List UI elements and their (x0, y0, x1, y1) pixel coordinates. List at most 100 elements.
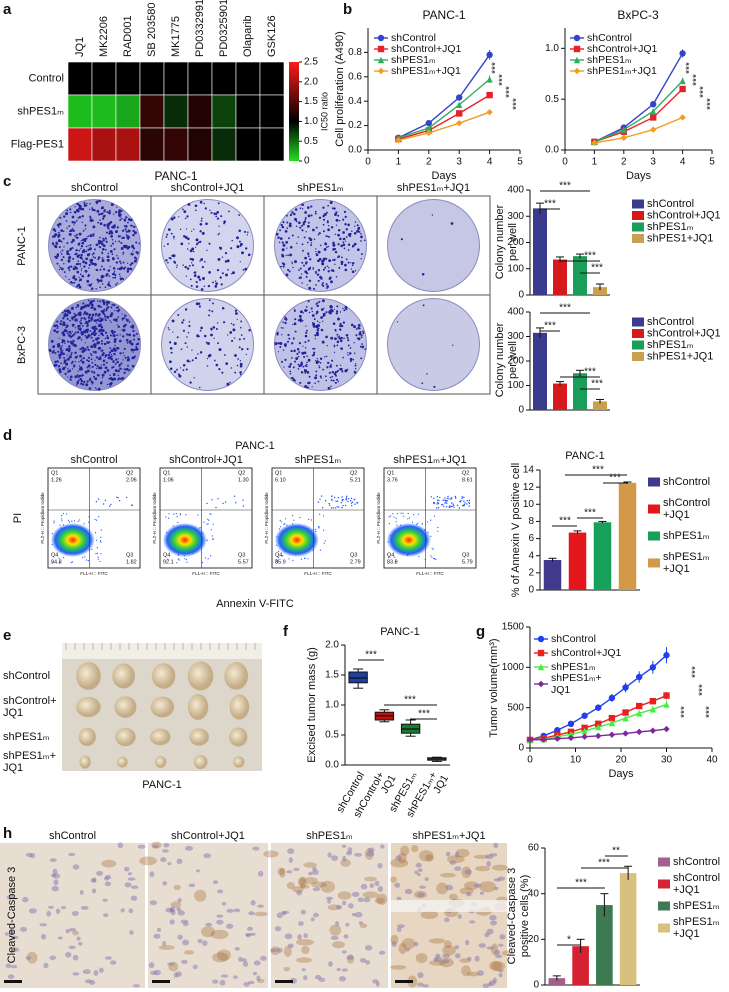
nucleus (331, 855, 339, 861)
colony (235, 312, 238, 315)
colony (189, 257, 192, 261)
colony (102, 319, 104, 322)
colony (82, 250, 86, 253)
legend-label: shControl+JQ1 (647, 327, 721, 339)
colony (331, 207, 334, 210)
colony (173, 370, 177, 374)
event (68, 521, 70, 523)
event (288, 558, 290, 560)
colony (68, 330, 72, 334)
event (431, 556, 433, 558)
colony (75, 233, 78, 236)
marker (573, 45, 581, 53)
y-axis-label: Cell proliferation (A490) (334, 31, 346, 147)
colony (225, 273, 228, 277)
marker (567, 731, 575, 738)
colony (230, 273, 233, 275)
colony (111, 257, 115, 261)
colony (118, 267, 121, 271)
colony (207, 354, 211, 358)
nucleus (129, 930, 134, 935)
colony (302, 208, 304, 210)
colony (120, 266, 124, 270)
colony (103, 210, 106, 213)
tumor (149, 728, 171, 746)
colony (107, 306, 110, 309)
colony (243, 230, 247, 233)
colony (111, 242, 115, 245)
nucleus (336, 904, 343, 910)
colony (335, 374, 337, 377)
nucleus (416, 982, 424, 987)
significance: *** (544, 199, 556, 210)
colony (93, 329, 96, 333)
heatmap-cell (163, 94, 189, 129)
colony (63, 352, 65, 355)
significance: *** (365, 650, 377, 661)
stain (501, 950, 512, 956)
colony (328, 371, 331, 374)
colony (69, 281, 73, 284)
legend-label: shControl (551, 633, 596, 645)
legend-label: shControl +JQ1 (673, 872, 723, 896)
event (463, 496, 465, 498)
column-label: MK2206 (98, 16, 110, 57)
nucleus (258, 870, 264, 877)
colony (314, 288, 316, 291)
flow-y-axis: FL2-H :: Propidium Iodide (40, 492, 45, 544)
colony (85, 257, 88, 261)
colony (81, 207, 85, 211)
colony (207, 284, 211, 288)
colony (286, 227, 289, 230)
colony (191, 359, 194, 362)
colony (78, 365, 81, 367)
colony (79, 327, 82, 330)
event (278, 556, 280, 558)
y-tick-label: 0.5 (325, 730, 339, 741)
colony (293, 212, 296, 216)
colony (86, 380, 89, 383)
colony (53, 229, 57, 232)
nucleus (457, 914, 462, 919)
colony (53, 349, 55, 352)
colony (64, 366, 67, 368)
colony (229, 381, 231, 384)
event (436, 496, 439, 498)
colony (166, 243, 169, 246)
colony (284, 343, 287, 346)
colony (82, 313, 85, 316)
bar (596, 905, 613, 985)
colony (347, 243, 351, 246)
colony (284, 321, 287, 325)
nucleus (276, 912, 283, 919)
colony (63, 263, 65, 265)
colony (86, 346, 89, 349)
nucleus (256, 975, 261, 982)
colony (70, 332, 72, 335)
nucleus (417, 873, 421, 876)
colony (214, 285, 218, 288)
tumor (229, 694, 250, 720)
colony (131, 324, 135, 328)
colony (311, 310, 313, 313)
colony (126, 270, 130, 273)
nucleus (342, 855, 347, 862)
heatmap-cell (67, 94, 93, 129)
stain (397, 852, 407, 864)
nucleus (359, 958, 367, 963)
colony (327, 245, 330, 248)
colony (280, 265, 283, 268)
nucleus (93, 970, 99, 976)
colony (99, 286, 101, 289)
colony (106, 383, 109, 386)
colony (186, 248, 189, 250)
stain (475, 865, 491, 872)
colony (86, 236, 88, 238)
colony (76, 202, 79, 206)
colony (110, 353, 113, 356)
colony (343, 309, 346, 312)
colorbar-label: IC50 ratio (319, 92, 329, 131)
bar (553, 383, 567, 410)
y-tick-label: 20 (528, 934, 540, 945)
flow-y-axis: FL2-H :: Propidium Iodide (152, 492, 157, 544)
